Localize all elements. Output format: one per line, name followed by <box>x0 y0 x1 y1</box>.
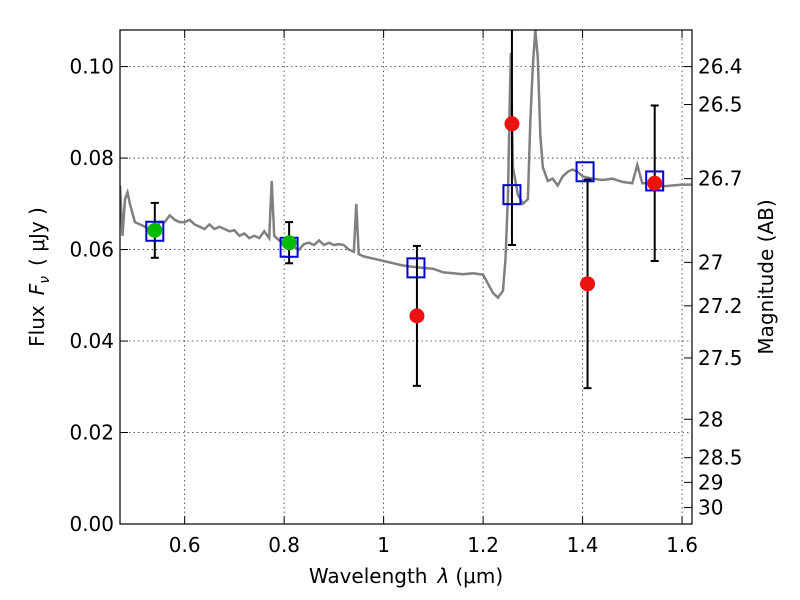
measurement-point <box>647 175 663 191</box>
x-axis-label: Wavelength λ (μm) <box>309 564 503 588</box>
mag-tick-label: 30 <box>698 496 723 520</box>
mag-tick-label: 27.2 <box>698 294 743 318</box>
y-tick-label: 0.08 <box>69 146 114 170</box>
x-tick-label: 1 <box>377 533 390 557</box>
plot-area <box>120 30 692 390</box>
measurement-point <box>504 116 520 132</box>
y-tick-label: 0.00 <box>69 512 114 536</box>
x-tick-label: 1.2 <box>467 533 499 557</box>
model-photometry-square <box>406 257 426 279</box>
y-tick-label: 0.04 <box>69 329 114 353</box>
magnitude-axis-label: Magnitude (AB) <box>754 199 778 354</box>
x-tick-label: 0.6 <box>169 533 201 557</box>
detection-point <box>147 222 163 238</box>
x-tick-label: 1.4 <box>567 533 599 557</box>
data-markers <box>145 116 665 324</box>
measurement-point <box>409 308 425 324</box>
model-photometry-square <box>575 161 595 183</box>
mag-tick-label: 26.4 <box>698 55 743 79</box>
mag-tick-label: 28.5 <box>698 446 743 470</box>
y-tick-label: 0.10 <box>69 55 114 79</box>
x-tick-label: 0.8 <box>268 533 300 557</box>
grid-layer <box>120 30 692 524</box>
model-photometry-square <box>502 184 522 206</box>
plot-frame <box>119 29 693 525</box>
detection-point <box>281 235 297 251</box>
measurement-point <box>580 276 596 292</box>
mag-tick-label: 28 <box>698 407 723 431</box>
mag-tick-label: 26.7 <box>698 167 743 191</box>
plot-background <box>120 30 692 524</box>
y-tick-label: 0.02 <box>69 421 114 445</box>
y-tick-label: 0.06 <box>69 238 114 262</box>
mag-tick-label: 29 <box>698 470 723 494</box>
mag-tick-label: 27.5 <box>698 346 743 370</box>
y-axis-label: FluxFν( μJy ) <box>25 207 53 347</box>
model-spectrum-line <box>120 30 692 300</box>
x-tick-label: 1.6 <box>666 533 698 557</box>
ticks-layer: 0.6 0.8 1 1.2 1.4 1.6 0.00 0.02 0.04 0.06 0.08 0.10… <box>69 30 743 557</box>
mag-tick-label: 26.5 <box>698 93 743 117</box>
model-photometry-square <box>145 220 165 242</box>
mag-tick-label: 27 <box>698 250 723 274</box>
